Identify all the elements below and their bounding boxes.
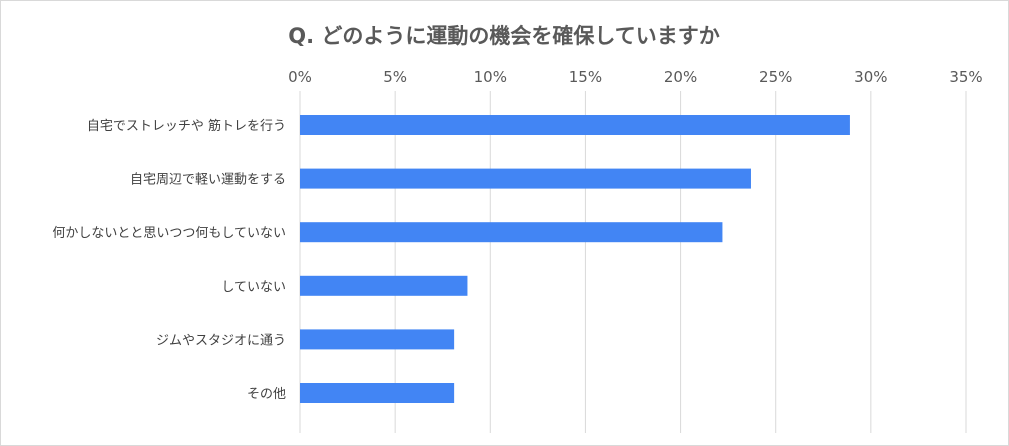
x-axis-ticks: 0% 5% 10% 15% 20% 25% 30% 35%	[288, 68, 983, 86]
x-tick-label: 0%	[288, 68, 312, 86]
bar	[300, 168, 751, 189]
x-tick-label: 5%	[383, 68, 407, 86]
x-tick-label: 10%	[474, 68, 507, 86]
category-label: 自宅でストレッチや 筋トレを行う	[87, 118, 286, 134]
gridlines	[299, 91, 967, 433]
x-tick-label: 35%	[949, 68, 982, 86]
category-label: 自宅周辺で軽い運動をする	[130, 173, 286, 188]
category-labels: 自宅でストレッチや 筋トレを行う自宅周辺で軽い運動をする何かしないとと思いつつ何…	[52, 118, 286, 402]
x-tick-label: 15%	[569, 68, 602, 86]
bar	[300, 383, 455, 403]
category-label: その他	[247, 387, 286, 402]
bar	[300, 115, 850, 135]
bar	[300, 222, 723, 243]
category-label: ジムやスタジオに通う	[156, 333, 286, 348]
category-label: 何かしないとと思いつつ何もしていない	[52, 225, 286, 241]
bar	[300, 275, 468, 296]
bars	[300, 115, 850, 403]
chart-title: Q. どのように運動の機会を確保していますか	[288, 24, 720, 48]
x-tick-label: 25%	[759, 68, 792, 86]
category-label: していない	[221, 280, 286, 295]
x-tick-label: 20%	[664, 68, 697, 86]
bar	[300, 329, 455, 350]
x-tick-label: 30%	[854, 68, 887, 86]
